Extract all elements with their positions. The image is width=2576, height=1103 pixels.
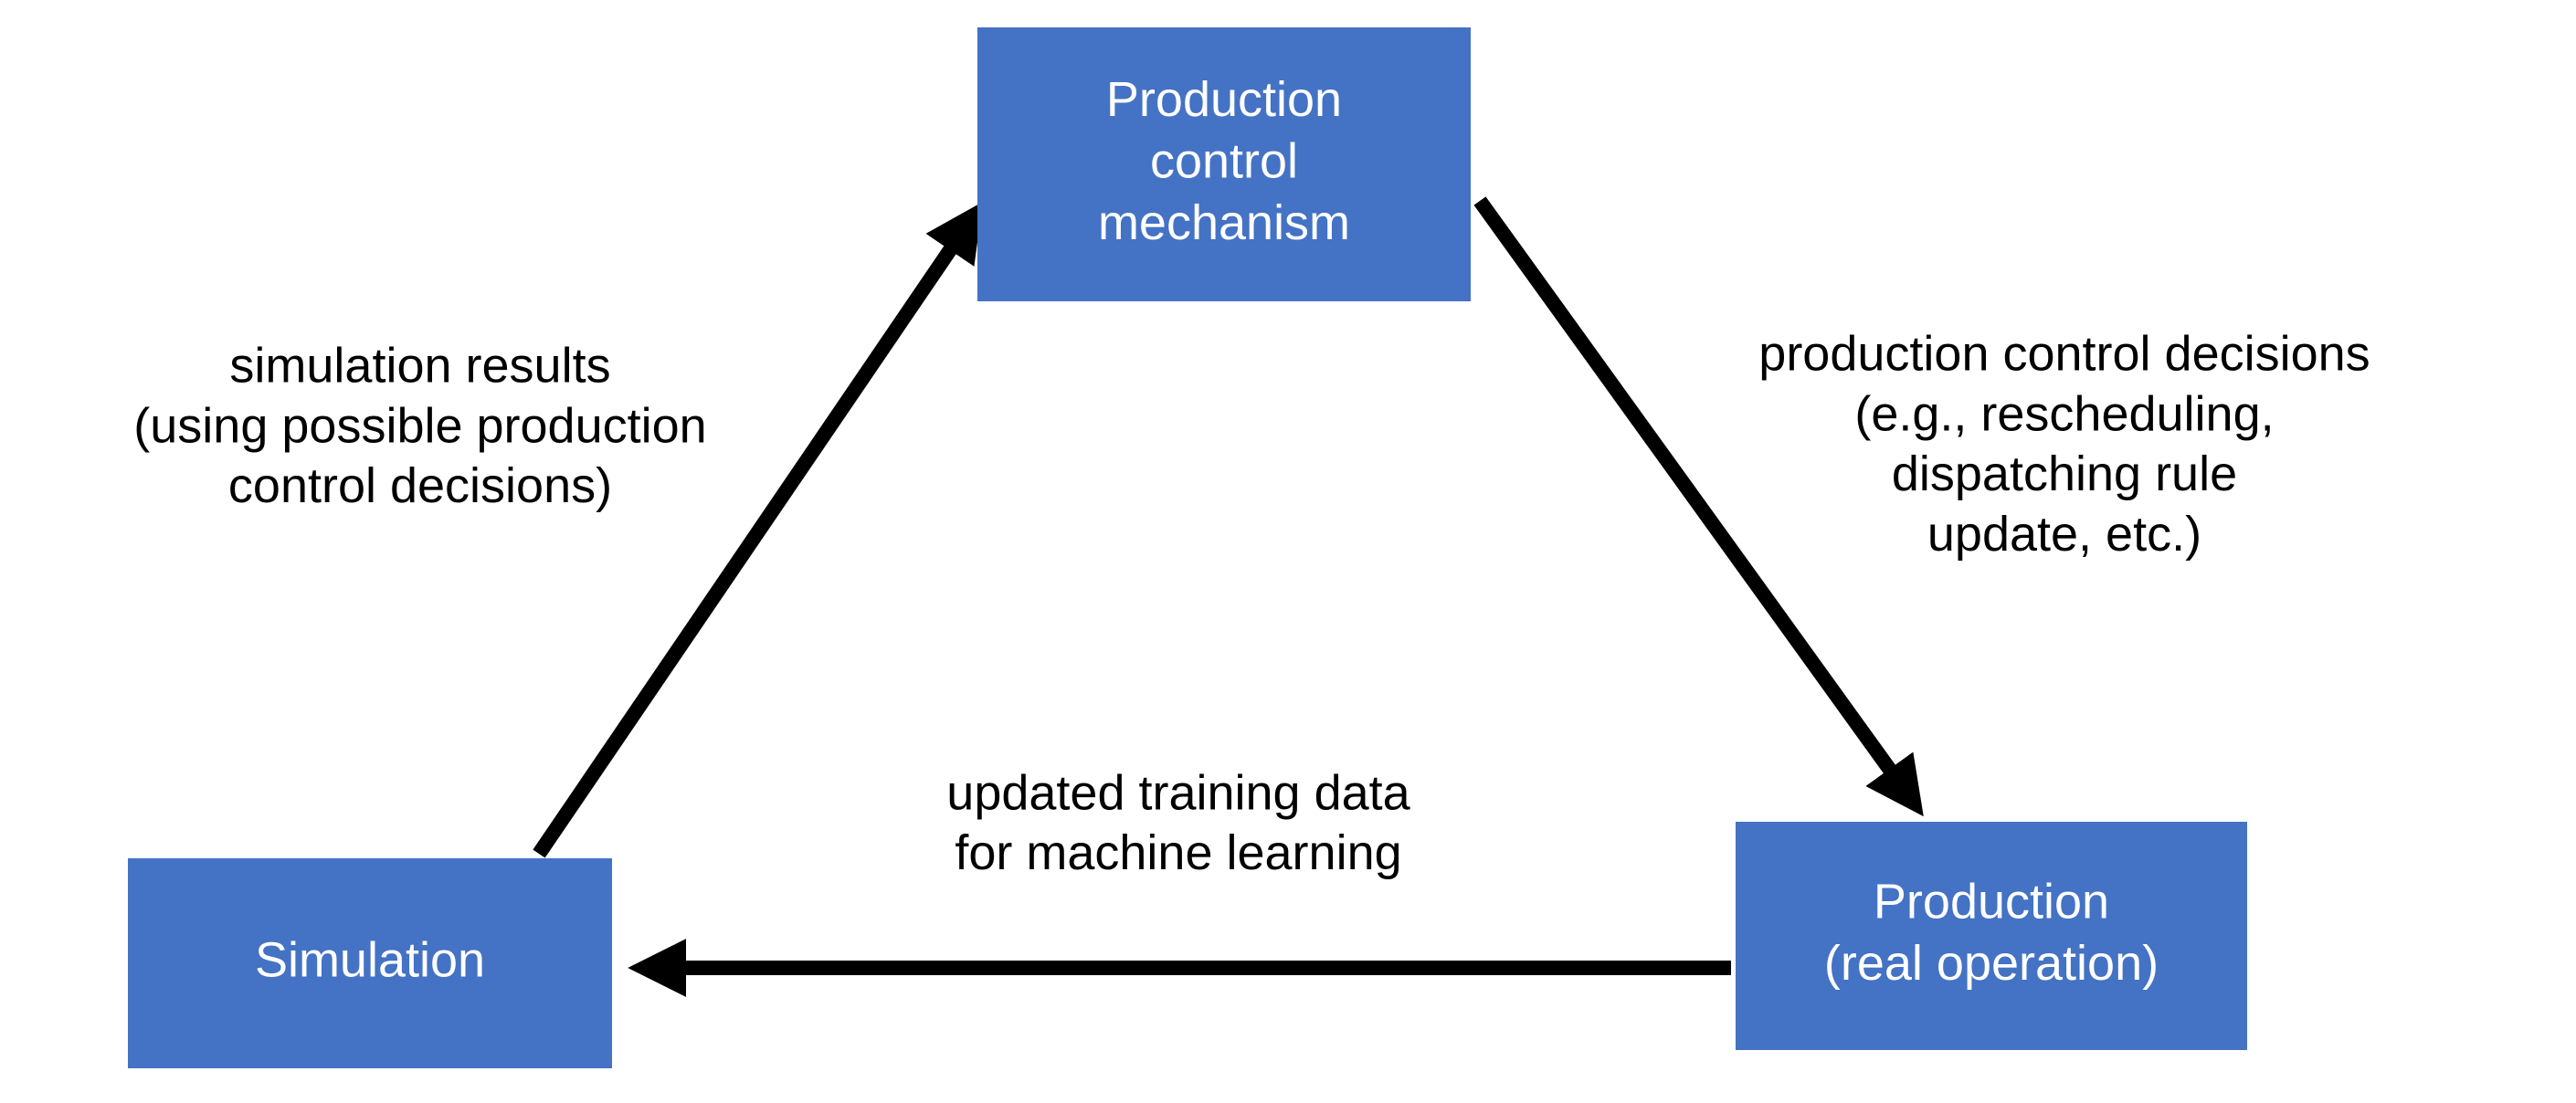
edge-label-line: (e.g., rescheduling, xyxy=(1854,386,2274,441)
node-label-line: Production xyxy=(1106,72,1342,127)
edge-label-line: dispatching rule xyxy=(1892,446,2237,501)
edge-label-right-to-left: updated training datafor machine learnin… xyxy=(946,765,1410,880)
edge-top-to-right xyxy=(1480,201,1908,795)
edge-label-left-to-top: simulation results(using possible produc… xyxy=(133,338,706,513)
flowchart-diagram: Production control mechanism Simulation Prod… xyxy=(0,0,2576,1103)
node-right: Production (real operation) xyxy=(1736,822,2247,1050)
edge-label-line: production control decisions xyxy=(1758,326,2370,381)
edge-label-line: updated training data xyxy=(946,765,1410,820)
node-label-line: Production xyxy=(1874,875,2109,930)
edge-label-line: simulation results xyxy=(229,338,610,393)
node-top: Production control mechanism xyxy=(977,27,1471,301)
node-label-line: mechanism xyxy=(1098,195,1350,250)
node-label-line: (real operation) xyxy=(1824,936,2159,991)
node-left: Simulation xyxy=(128,858,612,1068)
edge-label-top-to-right: production control decisions(e.g., resch… xyxy=(1758,326,2370,562)
edge-label-line: (using possible production xyxy=(133,398,706,453)
edge-label-line: for machine learning xyxy=(955,825,1401,880)
node-label-line: Simulation xyxy=(255,932,485,987)
node-label-line: control xyxy=(1150,133,1298,188)
edge-label-line: control decisions) xyxy=(228,458,612,513)
edge-left-to-top xyxy=(539,224,968,854)
edge-label-line: update, etc.) xyxy=(1927,507,2201,562)
